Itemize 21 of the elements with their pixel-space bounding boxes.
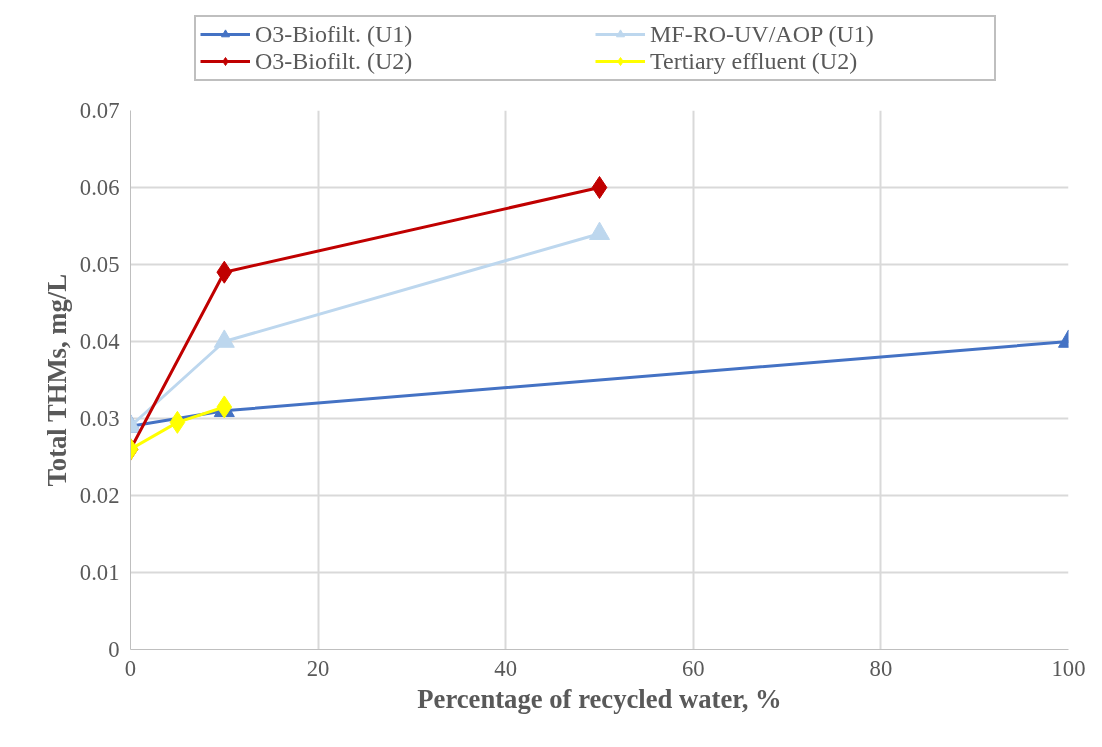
x-tick-label: 40 xyxy=(494,655,518,681)
x-tick-label: 80 xyxy=(869,655,893,681)
y-tick-label: 0.03 xyxy=(79,406,120,431)
y-tick-label: 0.06 xyxy=(79,175,120,200)
x-tick-label: 20 xyxy=(306,655,330,681)
x-tick-label: 100 xyxy=(1051,655,1086,681)
y-tick-label: 0.04 xyxy=(79,329,120,354)
y-tick-label: 0.05 xyxy=(79,252,120,277)
y-tick-label: 0 xyxy=(108,637,120,662)
legend-label: O3-Biofilt. (U1) xyxy=(255,20,414,48)
x-tick-label: 60 xyxy=(681,655,705,681)
legend-label: Tertiary effluent (U2) xyxy=(650,47,859,75)
point xyxy=(216,260,233,284)
y-axis-title: Total THMs, mg/L xyxy=(41,273,72,487)
legend-label: MF-RO-UV/AOP (U1) xyxy=(650,20,875,48)
y-tick-label: 0.02 xyxy=(79,483,120,508)
x-tick-label: 0 xyxy=(124,655,137,681)
y-tick-label: 0.01 xyxy=(79,560,120,585)
x-axis-title: Percentage of recycled water, % xyxy=(417,683,782,714)
y-tick-label: 0.07 xyxy=(79,98,120,123)
legend-label: O3-Biofilt. (U2) xyxy=(255,47,414,75)
